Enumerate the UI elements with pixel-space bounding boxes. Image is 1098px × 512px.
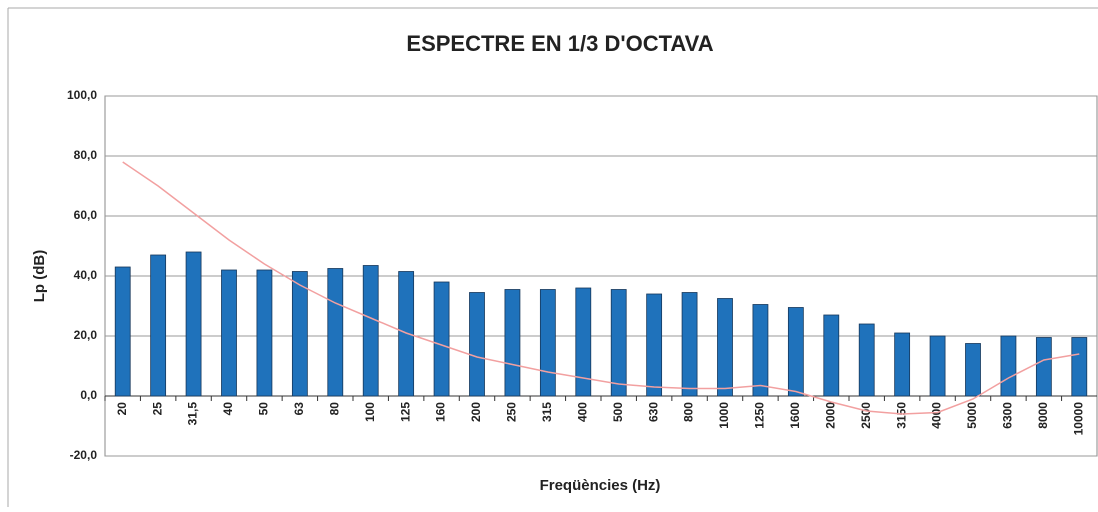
- x-tick-label: 3150: [894, 402, 908, 429]
- bar: [858, 323, 875, 397]
- bar: [539, 289, 556, 397]
- chart-title: ESPECTRE EN 1/3 D'OCTAVA: [406, 31, 713, 56]
- x-tick-label: 160: [434, 402, 448, 422]
- bar: [362, 265, 379, 397]
- x-tick-label: 8000: [1036, 402, 1050, 429]
- x-tick-label: 400: [575, 402, 589, 422]
- y-tick-label: 100,0: [67, 88, 97, 102]
- y-tick-label: 60,0: [74, 208, 98, 222]
- bar: [150, 254, 167, 397]
- bar: [575, 287, 592, 397]
- x-tick-label: 50: [257, 402, 271, 416]
- bar: [221, 269, 237, 397]
- x-tick-label: 1250: [753, 402, 767, 429]
- bar: [504, 289, 521, 397]
- x-tick-label: 4000: [930, 402, 944, 429]
- x-tick-label: 6300: [1001, 402, 1015, 429]
- bar: [256, 269, 273, 397]
- bar: [646, 293, 663, 397]
- bar: [433, 281, 450, 397]
- x-tick-label: 800: [682, 402, 696, 422]
- x-tick-label: 315: [540, 402, 554, 422]
- bar: [752, 304, 769, 397]
- bar: [469, 292, 485, 397]
- bar: [894, 332, 911, 397]
- x-tick-label: 200: [469, 402, 483, 422]
- x-tick-label: 31,5: [186, 402, 200, 426]
- y-tick-label: 0,0: [80, 388, 97, 402]
- bar: [681, 292, 698, 397]
- y-axis-label: Lp (dB): [31, 250, 48, 302]
- x-tick-label: 2000: [823, 402, 837, 429]
- x-tick-label: 5000: [965, 402, 979, 429]
- x-tick-label: 20: [115, 402, 129, 416]
- x-tick-label: 63: [292, 402, 306, 416]
- bar: [291, 271, 308, 397]
- x-tick-label: 100: [363, 402, 377, 422]
- x-tick-label: 500: [611, 402, 625, 422]
- bar: [965, 343, 981, 397]
- x-tick-label: 10000: [1071, 402, 1085, 436]
- bar: [929, 335, 946, 397]
- x-tick-label: 125: [398, 402, 412, 422]
- bar: [823, 314, 840, 397]
- bar: [787, 307, 804, 397]
- bar: [327, 268, 344, 397]
- bar: [1071, 337, 1088, 397]
- x-tick-label: 2500: [859, 402, 873, 429]
- line: [122, 161, 1080, 415]
- bar: [717, 298, 733, 397]
- x-tick-label: 1600: [788, 402, 802, 429]
- bar: [1000, 335, 1017, 397]
- x-tick-label: 250: [505, 402, 519, 422]
- y-tick-label: 20,0: [74, 328, 98, 342]
- y-tick-label: 40,0: [74, 268, 98, 282]
- x-tick-label: 80: [327, 402, 341, 416]
- bar: [114, 266, 131, 397]
- x-tick-label: 40: [221, 402, 235, 416]
- x-tick-label: 25: [150, 402, 164, 416]
- x-tick-label: 1000: [717, 402, 731, 429]
- bar: [1035, 337, 1052, 397]
- y-tick-label: -20,0: [70, 448, 98, 462]
- bar: [185, 251, 202, 397]
- x-axis-label: Freqüències (Hz): [540, 477, 661, 494]
- x-tick-label: 630: [646, 402, 660, 422]
- y-tick-label: 80,0: [74, 148, 98, 162]
- bar: [610, 289, 627, 397]
